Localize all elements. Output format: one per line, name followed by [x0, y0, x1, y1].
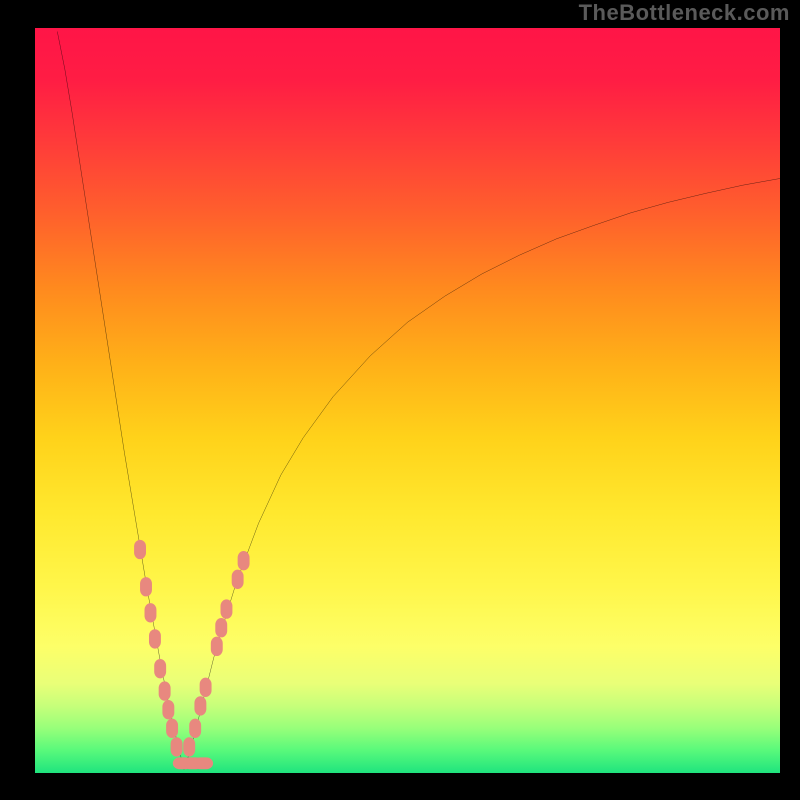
marker-group [134, 540, 249, 769]
data-marker [162, 700, 174, 719]
data-marker [159, 681, 171, 700]
data-marker [166, 719, 178, 738]
data-marker [194, 696, 206, 715]
data-marker [183, 737, 195, 756]
data-marker [140, 577, 152, 596]
watermark-text: TheBottleneck.com [579, 0, 790, 26]
data-marker [221, 599, 233, 618]
data-marker [189, 719, 201, 738]
curve-left-branch [57, 32, 184, 770]
data-marker [200, 678, 212, 697]
data-marker [149, 629, 161, 648]
data-marker [238, 551, 250, 570]
data-marker [134, 540, 146, 559]
data-marker [154, 659, 166, 678]
chart-overlay [35, 28, 780, 773]
data-marker [145, 603, 157, 622]
data-marker [232, 570, 244, 589]
data-marker [194, 757, 213, 769]
chart-figure: TheBottleneck.com [0, 0, 800, 800]
plot-area [35, 28, 780, 773]
curve-right-branch [184, 178, 780, 769]
data-marker [171, 737, 183, 756]
data-marker [211, 637, 223, 656]
bottleneck-curve [57, 32, 780, 770]
data-marker [215, 618, 227, 637]
